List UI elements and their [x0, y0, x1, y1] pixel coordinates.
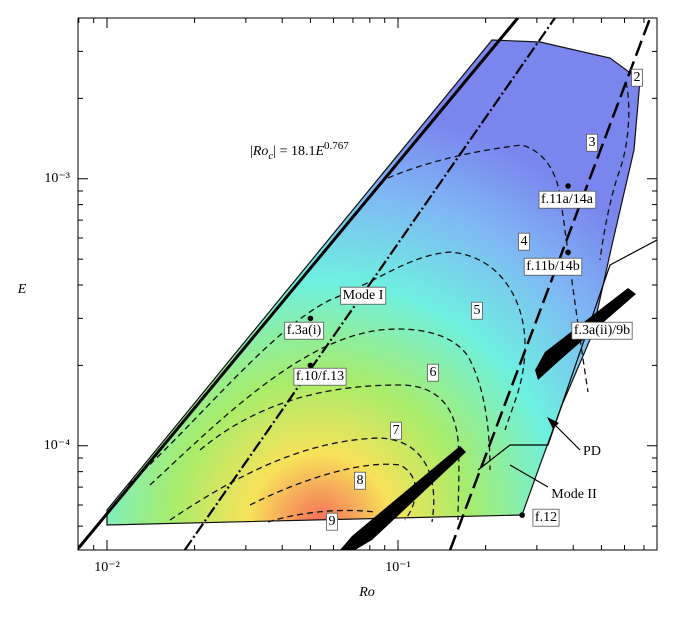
x-tick-label: 10⁻² [94, 560, 120, 575]
mode-ii-leader [509, 464, 549, 488]
contour-label-box [471, 301, 483, 320]
pd-arrowhead [547, 417, 559, 429]
formula-part: E [314, 144, 324, 159]
point-label: f.11a/14a [541, 192, 594, 207]
point-label-box [538, 190, 597, 209]
contour-label: 7 [393, 423, 400, 438]
annotation-box [340, 286, 387, 305]
point-label: f.3a(ii)/9b [574, 323, 630, 338]
x-tick-label: 10⁻¹ [385, 560, 411, 575]
contour-label-box [631, 68, 643, 87]
contour-label: 2 [634, 70, 641, 85]
contour-label: 9 [329, 514, 336, 529]
regime-boundary [477, 239, 658, 471]
contour-label-box [390, 421, 402, 440]
y-axis-label: E [17, 282, 27, 297]
contour-label-box [427, 363, 439, 382]
annotation: Mode I [343, 288, 384, 303]
sim-point [565, 183, 571, 189]
sim-point [307, 315, 314, 322]
plot-frame [77, 17, 658, 551]
point-label: f.10/f.13 [296, 369, 344, 384]
y-tick-label: 10⁻³ [44, 171, 70, 186]
contour-label: 8 [357, 473, 364, 488]
contour-label-box [518, 232, 530, 251]
point-label: f.12 [535, 510, 557, 525]
sim-point [565, 249, 571, 256]
annotation: Mode II [551, 487, 597, 502]
boundary-line [448, 18, 652, 550]
contour-label: 6 [430, 365, 437, 380]
formula-part: | [250, 144, 253, 159]
point-label: f.11b/14b [526, 259, 580, 274]
point-label-box [532, 508, 560, 527]
point-label-box [571, 321, 633, 340]
y-tick-label: 10⁻⁴ [44, 438, 70, 453]
contour-label-box [354, 471, 366, 490]
pd-wedge [340, 446, 466, 550]
sim-point [519, 512, 525, 518]
contour-label-box [326, 512, 338, 531]
sim-point [595, 315, 601, 322]
contour-label: 3 [589, 135, 596, 150]
annotation: PD [583, 444, 601, 459]
x-axis-label: Ro [358, 585, 375, 600]
point-label: f.3a(i) [287, 323, 322, 338]
point-label-box [523, 257, 583, 276]
point-label-box [284, 321, 325, 340]
formula-part: c [268, 150, 273, 162]
contour-label: 5 [474, 303, 481, 318]
formula-part: Ro [252, 144, 269, 159]
boundary-lines [78, 18, 652, 550]
boundary-line [78, 18, 519, 549]
formula: |Roc| = 18.1E0.767 [250, 140, 349, 162]
regime-region [106, 39, 641, 526]
sim-point [307, 362, 314, 369]
formula-part: | = 18.1 [273, 144, 315, 159]
contour-label: 4 [521, 234, 528, 249]
formula-part: 0.767 [324, 140, 349, 152]
contour-label-box [586, 133, 598, 152]
point-label-box [293, 367, 347, 386]
boundary-line [183, 18, 556, 550]
